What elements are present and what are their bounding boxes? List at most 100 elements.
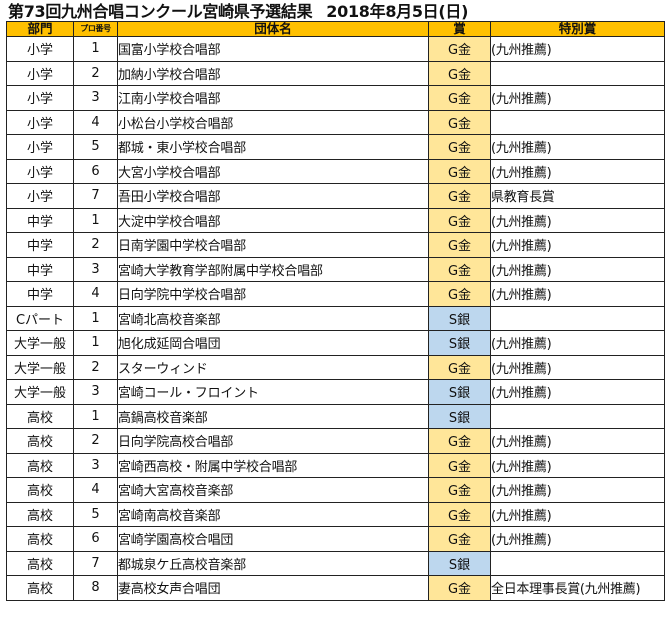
special-award-cell: (九州推薦): [490, 36, 665, 62]
table-row: 高校 1 高鍋高校音楽部 S銀: [6, 403, 665, 429]
group-name-cell: 宮崎南高校音楽部: [117, 501, 429, 527]
table-row: 中学 4 日向学院中学校合唱部 G金 (九州推薦): [6, 281, 665, 307]
table-row: 小学 5 都城・東小学校合唱部 G金 (九州推薦): [6, 134, 665, 160]
award-cell: G金: [428, 109, 491, 135]
division-cell: 高校: [6, 428, 74, 454]
division-cell: 小学: [6, 183, 74, 209]
program-no-cell: 1: [73, 36, 118, 62]
division-cell: 高校: [6, 477, 74, 503]
division-cell: 中学: [6, 281, 74, 307]
special-award-cell: [490, 109, 665, 135]
division-cell: 小学: [6, 60, 74, 86]
division-cell: 高校: [6, 550, 74, 576]
table-row: 小学 1 国富小学校合唱部 G金 (九州推薦): [6, 36, 665, 62]
group-name-cell: 宮崎学園高校合唱団: [117, 526, 429, 552]
header-award: 賞: [428, 21, 491, 37]
division-cell: 小学: [6, 109, 74, 135]
division-cell: 高校: [6, 403, 74, 429]
program-no-cell: 7: [73, 550, 118, 576]
table-row: 高校 7 都城泉ケ丘高校音楽部 S銀: [6, 550, 665, 576]
group-name-cell: スターウィンド: [117, 354, 429, 380]
special-award-cell: (九州推薦): [490, 158, 665, 184]
award-cell: G金: [428, 575, 491, 601]
program-no-cell: 3: [73, 452, 118, 478]
special-award-cell: [490, 550, 665, 576]
table-row: 小学 4 小松台小学校合唱部 G金: [6, 109, 665, 135]
group-name-cell: 宮崎大学教育学部附属中学校合唱部: [117, 256, 429, 282]
title-date: 2018年8月5日(日): [326, 2, 469, 21]
division-cell: 高校: [6, 526, 74, 552]
program-no-cell: 2: [73, 354, 118, 380]
program-no-cell: 4: [73, 109, 118, 135]
group-name-cell: 大淀中学校合唱部: [117, 207, 429, 233]
division-cell: 小学: [6, 158, 74, 184]
division-cell: 中学: [6, 207, 74, 233]
group-name-cell: 都城泉ケ丘高校音楽部: [117, 550, 429, 576]
program-no-cell: 6: [73, 526, 118, 552]
division-cell: 小学: [6, 85, 74, 111]
header-row: 部門 プロ番号 団体名 賞 特別賞: [6, 21, 665, 37]
table-row: 高校 3 宮崎西高校・附属中学校合唱部 G金 (九州推薦): [6, 452, 665, 478]
group-name-cell: 都城・東小学校合唱部: [117, 134, 429, 160]
award-cell: S銀: [428, 550, 491, 576]
program-no-cell: 5: [73, 134, 118, 160]
program-no-cell: 3: [73, 256, 118, 282]
program-no-cell: 5: [73, 501, 118, 527]
group-name-cell: 旭化成延岡合唱団: [117, 330, 429, 356]
results-table: 部門 プロ番号 団体名 賞 特別賞 小学 1 国富小学校合唱部 G金 (九州推薦) 小学 2…: [6, 21, 665, 601]
table-row: 高校 6 宮崎学園高校合唱団 G金 (九州推薦): [6, 526, 665, 552]
header-division: 部門: [6, 21, 74, 37]
division-cell: 大学一般: [6, 330, 74, 356]
award-cell: G金: [428, 354, 491, 380]
award-cell: G金: [428, 526, 491, 552]
award-cell: G金: [428, 452, 491, 478]
special-award-cell: (九州推薦): [490, 379, 665, 405]
award-cell: G金: [428, 501, 491, 527]
group-name-cell: 宮崎コール・フロイント: [117, 379, 429, 405]
table-row: 高校 4 宮崎大宮高校音楽部 G金 (九州推薦): [6, 477, 665, 503]
group-name-cell: 江南小学校合唱部: [117, 85, 429, 111]
table-row: Cパート 1 宮崎北高校音楽部 S銀: [6, 305, 665, 331]
program-no-cell: 2: [73, 60, 118, 86]
award-cell: G金: [428, 207, 491, 233]
program-no-cell: 3: [73, 85, 118, 111]
division-cell: 大学一般: [6, 379, 74, 405]
special-award-cell: (九州推薦): [490, 207, 665, 233]
division-cell: 高校: [6, 501, 74, 527]
table-row: 小学 3 江南小学校合唱部 G金 (九州推薦): [6, 85, 665, 111]
division-cell: 中学: [6, 232, 74, 258]
special-award-cell: [490, 305, 665, 331]
special-award-cell: [490, 60, 665, 86]
program-no-cell: 1: [73, 207, 118, 233]
group-name-cell: 宮崎大宮高校音楽部: [117, 477, 429, 503]
program-no-cell: 7: [73, 183, 118, 209]
group-name-cell: 吾田小学校合唱部: [117, 183, 429, 209]
header-group-name: 団体名: [117, 21, 429, 37]
award-cell: S銀: [428, 305, 491, 331]
group-name-cell: 高鍋高校音楽部: [117, 403, 429, 429]
special-award-cell: (九州推薦): [490, 256, 665, 282]
award-cell: S銀: [428, 330, 491, 356]
special-award-cell: 県教育長賞: [490, 183, 665, 209]
group-name-cell: 加納小学校合唱部: [117, 60, 429, 86]
special-award-cell: [490, 403, 665, 429]
title-text: 第73回九州合唱コンクール宮崎県予選結果: [8, 2, 313, 21]
special-award-cell: (九州推薦): [490, 501, 665, 527]
special-award-cell: (九州推薦): [490, 526, 665, 552]
award-cell: G金: [428, 477, 491, 503]
program-no-cell: 2: [73, 428, 118, 454]
program-no-cell: 4: [73, 477, 118, 503]
special-award-cell: (九州推薦): [490, 85, 665, 111]
special-award-cell: (九州推薦): [490, 232, 665, 258]
group-name-cell: 宮崎西高校・附属中学校合唱部: [117, 452, 429, 478]
group-name-cell: 国富小学校合唱部: [117, 36, 429, 62]
special-award-cell: (九州推薦): [490, 452, 665, 478]
division-cell: Cパート: [6, 305, 74, 331]
special-award-cell: (九州推薦): [490, 330, 665, 356]
results-table-header: 部門 プロ番号 団体名 賞 特別賞: [6, 21, 665, 37]
program-no-cell: 1: [73, 403, 118, 429]
special-award-cell: 全日本理事長賞(九州推薦): [490, 575, 665, 601]
division-cell: 大学一般: [6, 354, 74, 380]
award-cell: S銀: [428, 403, 491, 429]
special-award-cell: (九州推薦): [490, 134, 665, 160]
